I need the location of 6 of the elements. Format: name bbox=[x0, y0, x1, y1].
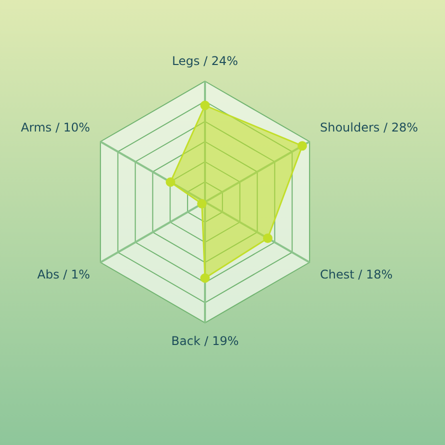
spoke-label: Abs / 1% bbox=[37, 268, 90, 282]
spoke-label: Arms / 10% bbox=[20, 120, 90, 135]
spoke-label: Legs / 24% bbox=[172, 54, 238, 68]
spoke-label: Shoulders / 28% bbox=[320, 120, 418, 135]
spoke-label: Chest / 18% bbox=[320, 268, 393, 282]
spoke-label: Back / 19% bbox=[171, 334, 239, 348]
